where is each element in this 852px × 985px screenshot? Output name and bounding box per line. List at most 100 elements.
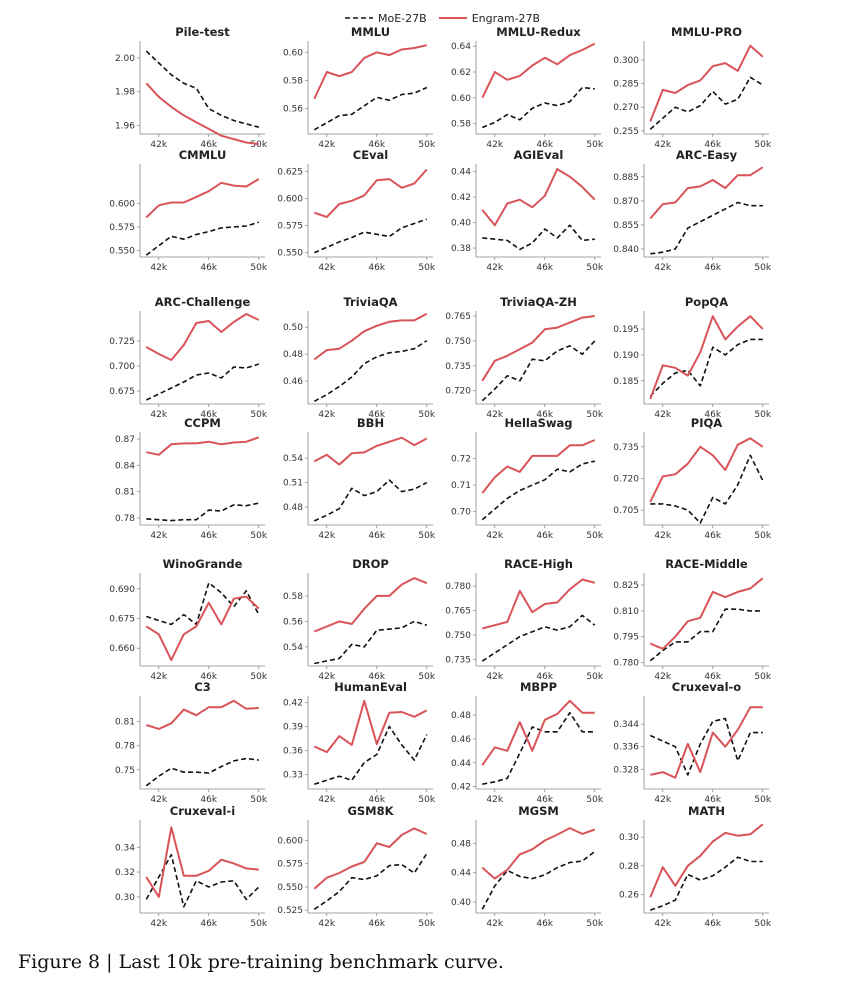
x-tick-label: 46k: [368, 919, 385, 929]
x-tick-label: 42k: [150, 795, 167, 805]
chart-math: MATH 0.26 0.28 0.30 42k 46k 50k: [619, 804, 772, 929]
x-tick-label: 42k: [486, 410, 503, 420]
series-line-engram: [313, 436, 428, 466]
y-tick-label: 0.42: [283, 698, 303, 708]
chart-pile-test: Pile-test 1.96 1.98 2.00 42k 46k 50k: [115, 25, 268, 150]
series-line-engram: [649, 44, 764, 122]
chart-bbh: BBH 0.48 0.51 0.54 42k 46k 50k: [283, 416, 436, 541]
y-tick-label: 0.72: [451, 455, 471, 465]
y-tick-label: 0.40: [451, 898, 471, 908]
x-tick-label: 50k: [418, 672, 435, 682]
x-tick-label: 50k: [754, 795, 771, 805]
y-tick-label: 0.550: [277, 249, 303, 259]
y-tick-label: 0.48: [451, 839, 471, 849]
x-tick-label: 42k: [150, 919, 167, 929]
y-tick-label: 0.735: [613, 443, 639, 453]
x-tick-label: 42k: [318, 795, 335, 805]
x-tick-label: 46k: [200, 531, 217, 541]
x-tick-label: 50k: [586, 263, 603, 273]
x-tick-label: 42k: [318, 410, 335, 420]
y-tick-label: 0.735: [445, 362, 471, 372]
x-tick-label: 42k: [318, 140, 335, 150]
y-tick-label: 0.765: [445, 312, 471, 322]
y-tick-label: 0.84: [115, 461, 135, 471]
series-line-moe: [481, 86, 595, 129]
x-tick-label: 46k: [704, 919, 721, 929]
y-tick-label: 0.780: [445, 582, 471, 592]
x-tick-label: 46k: [200, 410, 217, 420]
y-tick-label: 0.870: [613, 197, 639, 207]
y-tick-label: 0.285: [613, 80, 639, 90]
chart-title: MMLU: [351, 25, 390, 39]
y-tick-label: 0.720: [613, 475, 639, 485]
chart-title: Pile-test: [175, 25, 230, 39]
chart-mmlu-redux: MMLU-Redux 0.58 0.60 0.62 0.64 42k 46k 50k: [451, 25, 604, 150]
y-tick-label: 0.58: [283, 592, 303, 602]
chart-title: CCPM: [184, 416, 221, 430]
series-line-engram: [313, 312, 428, 361]
chart-winogrande: WinoGrande 0.660 0.675 0.690 42k 46k 50k: [109, 557, 268, 682]
series-line-engram: [481, 168, 596, 227]
y-tick-label: 0.48: [451, 711, 471, 721]
legend-label-engram: Engram-27B: [471, 11, 541, 25]
x-tick-label: 42k: [654, 263, 671, 273]
y-tick-label: 0.660: [109, 644, 135, 654]
y-tick-label: 0.81: [115, 718, 135, 728]
y-tick-label: 0.42: [451, 193, 471, 203]
series-line-moe: [482, 224, 595, 251]
series-line-engram: [313, 168, 428, 218]
series-line-engram: [482, 578, 596, 630]
y-tick-label: 0.51: [283, 479, 303, 489]
y-tick-label: 0.48: [283, 503, 303, 513]
x-tick-label: 50k: [250, 672, 267, 682]
series-line-moe: [650, 454, 764, 524]
chart-triviaqa: TriviaQA 0.46 0.48 0.50 42k 46k 50k: [283, 295, 436, 420]
y-tick-label: 0.58: [283, 76, 303, 86]
series-line-moe: [649, 608, 763, 662]
chart-title: CMMLU: [179, 148, 227, 162]
y-tick-label: 0.675: [109, 387, 135, 397]
series-line-moe: [481, 614, 596, 662]
series-line-moe: [146, 502, 259, 522]
y-tick-label: 0.765: [445, 607, 471, 617]
x-tick-label: 50k: [418, 263, 435, 273]
x-tick-label: 50k: [418, 795, 435, 805]
series-line-moe: [145, 221, 260, 256]
series-line-moe: [145, 757, 259, 787]
series-line-moe: [314, 620, 428, 665]
series-line-engram: [145, 826, 259, 898]
y-tick-label: 0.336: [613, 743, 639, 753]
series-line-engram: [481, 315, 595, 382]
chart-cruxeval-i: Cruxeval-i 0.30 0.32 0.34 42k 46k 50k: [115, 804, 268, 929]
x-tick-label: 42k: [150, 672, 167, 682]
x-tick-label: 42k: [486, 672, 503, 682]
y-tick-label: 0.42: [451, 783, 471, 793]
chart-title: HellaSwag: [505, 416, 573, 430]
x-tick-label: 42k: [150, 531, 167, 541]
series-line-engram: [313, 699, 428, 754]
y-tick-label: 0.855: [613, 221, 639, 231]
y-tick-label: 0.750: [445, 631, 471, 641]
x-tick-label: 50k: [586, 919, 603, 929]
chart-arc-challenge: ARC-Challenge 0.675 0.700 0.725 42k 46k 50k: [109, 295, 268, 420]
chart-agieval: AGIEval 0.38 0.40 0.42 0.44 42k 46k 50k: [451, 148, 604, 273]
chart-humaneval: HumanEval 0.33 0.36 0.39 0.42 42k 46k 50k: [283, 680, 436, 805]
x-tick-label: 50k: [250, 140, 267, 150]
chart-title: RACE-High: [504, 557, 573, 571]
y-tick-label: 0.44: [451, 869, 471, 879]
x-tick-label: 42k: [654, 795, 671, 805]
chart-title: MMLU-PRO: [671, 25, 742, 39]
y-tick-label: 0.78: [115, 742, 135, 752]
chart-title: TriviaQA-ZH: [500, 295, 577, 309]
chart-title: AGIEval: [514, 148, 564, 162]
chart-title: MMLU-Redux: [496, 25, 581, 39]
x-tick-label: 46k: [200, 263, 217, 273]
y-tick-label: 0.36: [283, 747, 303, 757]
y-tick-label: 0.78: [115, 514, 135, 524]
chart-title: Cruxeval-i: [170, 804, 235, 818]
y-tick-label: 0.56: [283, 617, 303, 627]
series-line-engram: [649, 577, 764, 650]
y-tick-label: 0.185: [613, 377, 639, 387]
chart-title: C3: [194, 680, 210, 694]
y-tick-label: 0.810: [613, 607, 639, 617]
